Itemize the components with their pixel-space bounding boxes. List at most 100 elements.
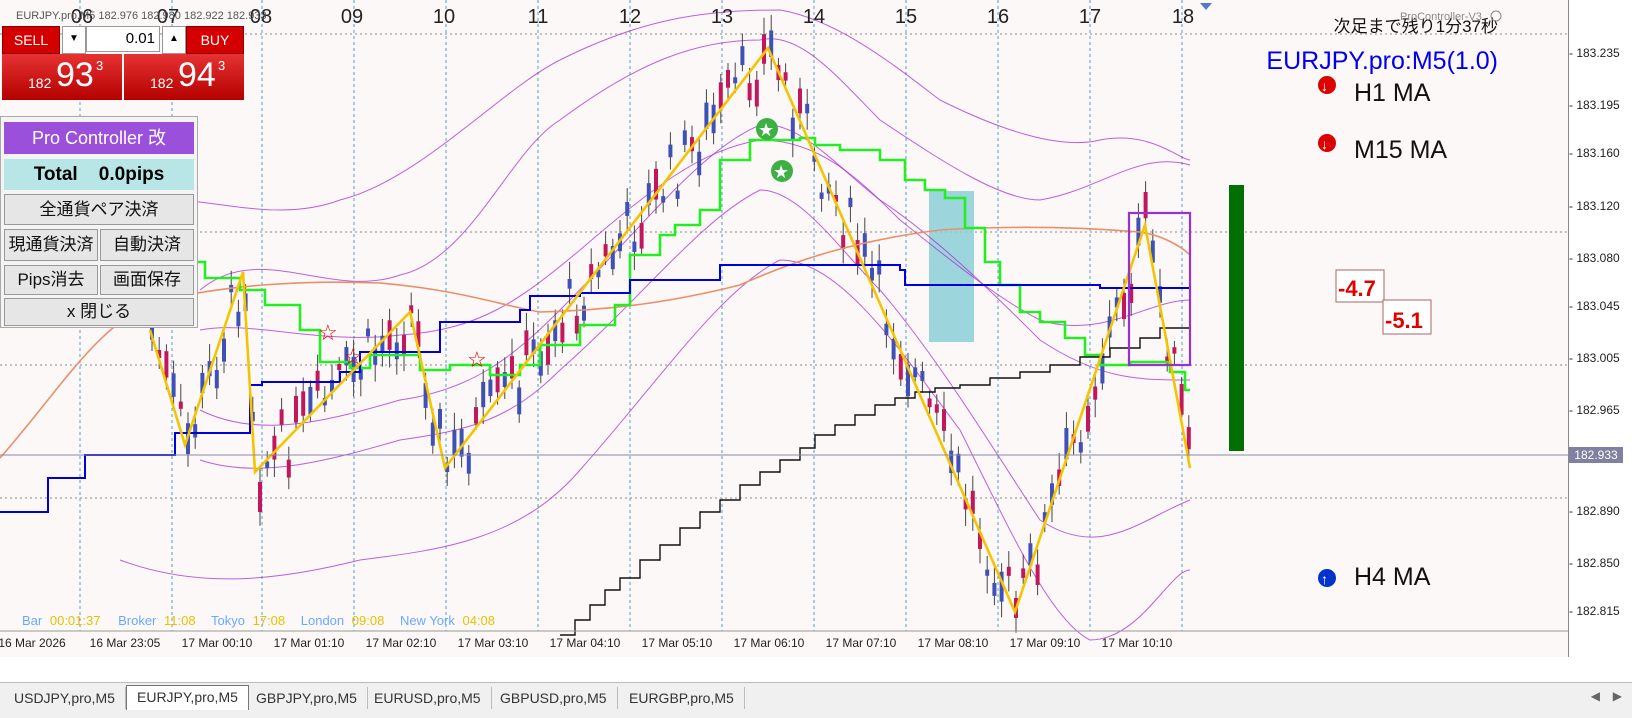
candle-body xyxy=(366,328,370,337)
day-marker: 09 xyxy=(341,6,363,28)
chart-shift-marker[interactable] xyxy=(1200,3,1212,10)
indicator-name: ProController-V3 xyxy=(1400,11,1482,23)
price-axis[interactable]: - 183.235 - 183.195 - 183.160 - 183.120 - 18… xyxy=(1568,0,1632,657)
candle-body xyxy=(740,46,745,66)
candle-body xyxy=(1179,384,1184,415)
panel-title: Pro Controller 改 xyxy=(4,122,194,154)
candle-body xyxy=(409,305,414,314)
day-marker: 08 xyxy=(250,6,272,28)
chart-canvas[interactable]: ☆ ☆ ☆ ★ ★ 06 07 08 09 10 11 12 13 14 15 16 17 18 16 … xyxy=(0,0,1568,657)
chart-symbol-label: EURJPY.pro:M5(1.0) xyxy=(1266,47,1498,75)
candle-body xyxy=(790,117,795,140)
candle-body xyxy=(546,333,550,365)
bollinger-band-line xyxy=(119,259,1191,641)
day-marker: 07 xyxy=(157,6,179,28)
pips-box-1 xyxy=(1335,269,1385,303)
candle-body xyxy=(315,370,320,391)
symbol-tab[interactable]: GBPUSD,pro,M5 xyxy=(490,687,618,709)
m15-ma-label: M15 MA xyxy=(1354,136,1447,164)
candle-body xyxy=(704,102,709,129)
candle-body xyxy=(1042,512,1047,522)
close-panel-button[interactable]: x 閉じる xyxy=(4,298,194,326)
candle-body xyxy=(416,321,421,347)
symbol-tab[interactable]: EURJPY,pro,M5 xyxy=(126,685,249,710)
candle-body xyxy=(949,450,954,474)
buy-button[interactable]: BUY xyxy=(186,26,244,54)
candle-body xyxy=(639,223,644,249)
down-arrow-icon xyxy=(1318,76,1336,94)
candle-body xyxy=(668,144,673,158)
scroll-left-icon[interactable]: ◀ xyxy=(1590,689,1600,703)
ask-prefix: 182 xyxy=(150,75,174,91)
candle-body xyxy=(517,387,522,415)
bollinger-band-line xyxy=(199,139,1191,338)
time-axis-label: 17 Mar 03:10 xyxy=(458,636,529,650)
down-arrow-icon: ↓ xyxy=(1321,78,1328,94)
price-axis-label: - 183.160 xyxy=(1569,146,1620,160)
candle-body xyxy=(819,192,824,199)
candle-body xyxy=(884,323,889,336)
buy-price-display[interactable]: 182 94 3 xyxy=(124,54,244,100)
symbol-header: EURJPY.pro,M5 182.976 182.980 182.922 18… xyxy=(16,10,267,22)
scroll-right-icon[interactable]: ▶ xyxy=(1612,689,1622,703)
candle-body xyxy=(891,338,896,360)
candle-body xyxy=(697,151,702,176)
close-all-pairs-button[interactable]: 全通貨ペア決済 xyxy=(4,194,194,225)
candle-body xyxy=(1150,240,1155,263)
bid-prefix: 182 xyxy=(28,75,52,91)
current-price-tag: 182.933 xyxy=(1569,447,1623,463)
green-step-line xyxy=(195,136,1190,392)
bollinger-band-line xyxy=(119,9,1191,211)
bollinger-band-line xyxy=(199,38,1191,291)
total-pips: Total 0.0pips xyxy=(4,159,194,190)
indicator-settings-icon[interactable] xyxy=(1490,10,1502,22)
candle-body xyxy=(812,155,817,162)
chart-area[interactable]: ☆ ☆ ☆ ★ ★ 06 07 08 09 10 11 12 13 14 15 16 17 18 16 … xyxy=(0,0,1568,657)
price-axis-label: - 183.195 xyxy=(1569,98,1620,112)
control-panel: Pro Controller 改 Total 0.0pips 全通貨ペア決済 現… xyxy=(0,116,198,328)
day-marker-group: 06 07 08 09 10 11 12 13 14 15 16 17 18 xyxy=(71,6,1194,28)
candle-body xyxy=(862,233,867,257)
lot-increase-button[interactable]: ▲ xyxy=(162,26,186,54)
candle-body xyxy=(963,498,968,510)
candle-body xyxy=(675,190,680,199)
candle-body xyxy=(510,356,514,379)
auto-close-button[interactable]: 自動決済 xyxy=(100,229,194,261)
candle-body xyxy=(301,391,306,416)
candle-body xyxy=(502,372,507,388)
day-marker: 11 xyxy=(528,6,549,28)
bid-sup: 3 xyxy=(96,58,104,73)
candle-body xyxy=(1165,356,1170,364)
day-marker: 12 xyxy=(619,6,641,28)
symbol-tab[interactable]: EURGBP,pro,M5 xyxy=(619,687,745,709)
lot-decrease-button[interactable]: ▼ xyxy=(62,26,86,54)
close-current-button[interactable]: 現通貨決済 xyxy=(4,229,98,261)
candle-body xyxy=(625,202,630,216)
candle-body xyxy=(934,404,939,413)
clear-pips-button[interactable]: Pips消去 xyxy=(4,265,98,295)
candle-body xyxy=(358,366,363,380)
price-axis-label: - 183.005 xyxy=(1569,351,1620,365)
symbol-tab[interactable]: GBPJPY,pro,M5 xyxy=(246,687,368,709)
candle-body xyxy=(1078,442,1083,453)
time-axis-label: 17 Mar 04:10 xyxy=(550,636,621,650)
candle-body xyxy=(985,569,990,576)
star-marker-red: ☆ xyxy=(318,320,338,345)
symbol-tab[interactable]: EURUSD,pro,M5 xyxy=(364,687,492,709)
candle-body xyxy=(798,88,802,114)
candle-body xyxy=(337,364,342,371)
sell-price-display[interactable]: 182 93 3 xyxy=(2,54,122,100)
save-screen-button[interactable]: 画面保存 xyxy=(100,265,194,295)
candle-body xyxy=(582,305,586,321)
candle-body xyxy=(574,315,579,334)
candle-body xyxy=(726,69,730,88)
candle-body xyxy=(682,130,687,145)
candle-body xyxy=(841,235,846,250)
symbol-tab[interactable]: USDJPY,pro,M5 xyxy=(4,687,126,709)
day-marker: 15 xyxy=(895,6,917,28)
sell-button[interactable]: SELL xyxy=(2,26,60,54)
candle-body xyxy=(992,582,997,596)
lot-size-input[interactable]: 0.01 xyxy=(86,26,160,52)
star-marker-green: ★ xyxy=(758,120,774,140)
price-axis-label: - 182.815 xyxy=(1569,604,1620,618)
